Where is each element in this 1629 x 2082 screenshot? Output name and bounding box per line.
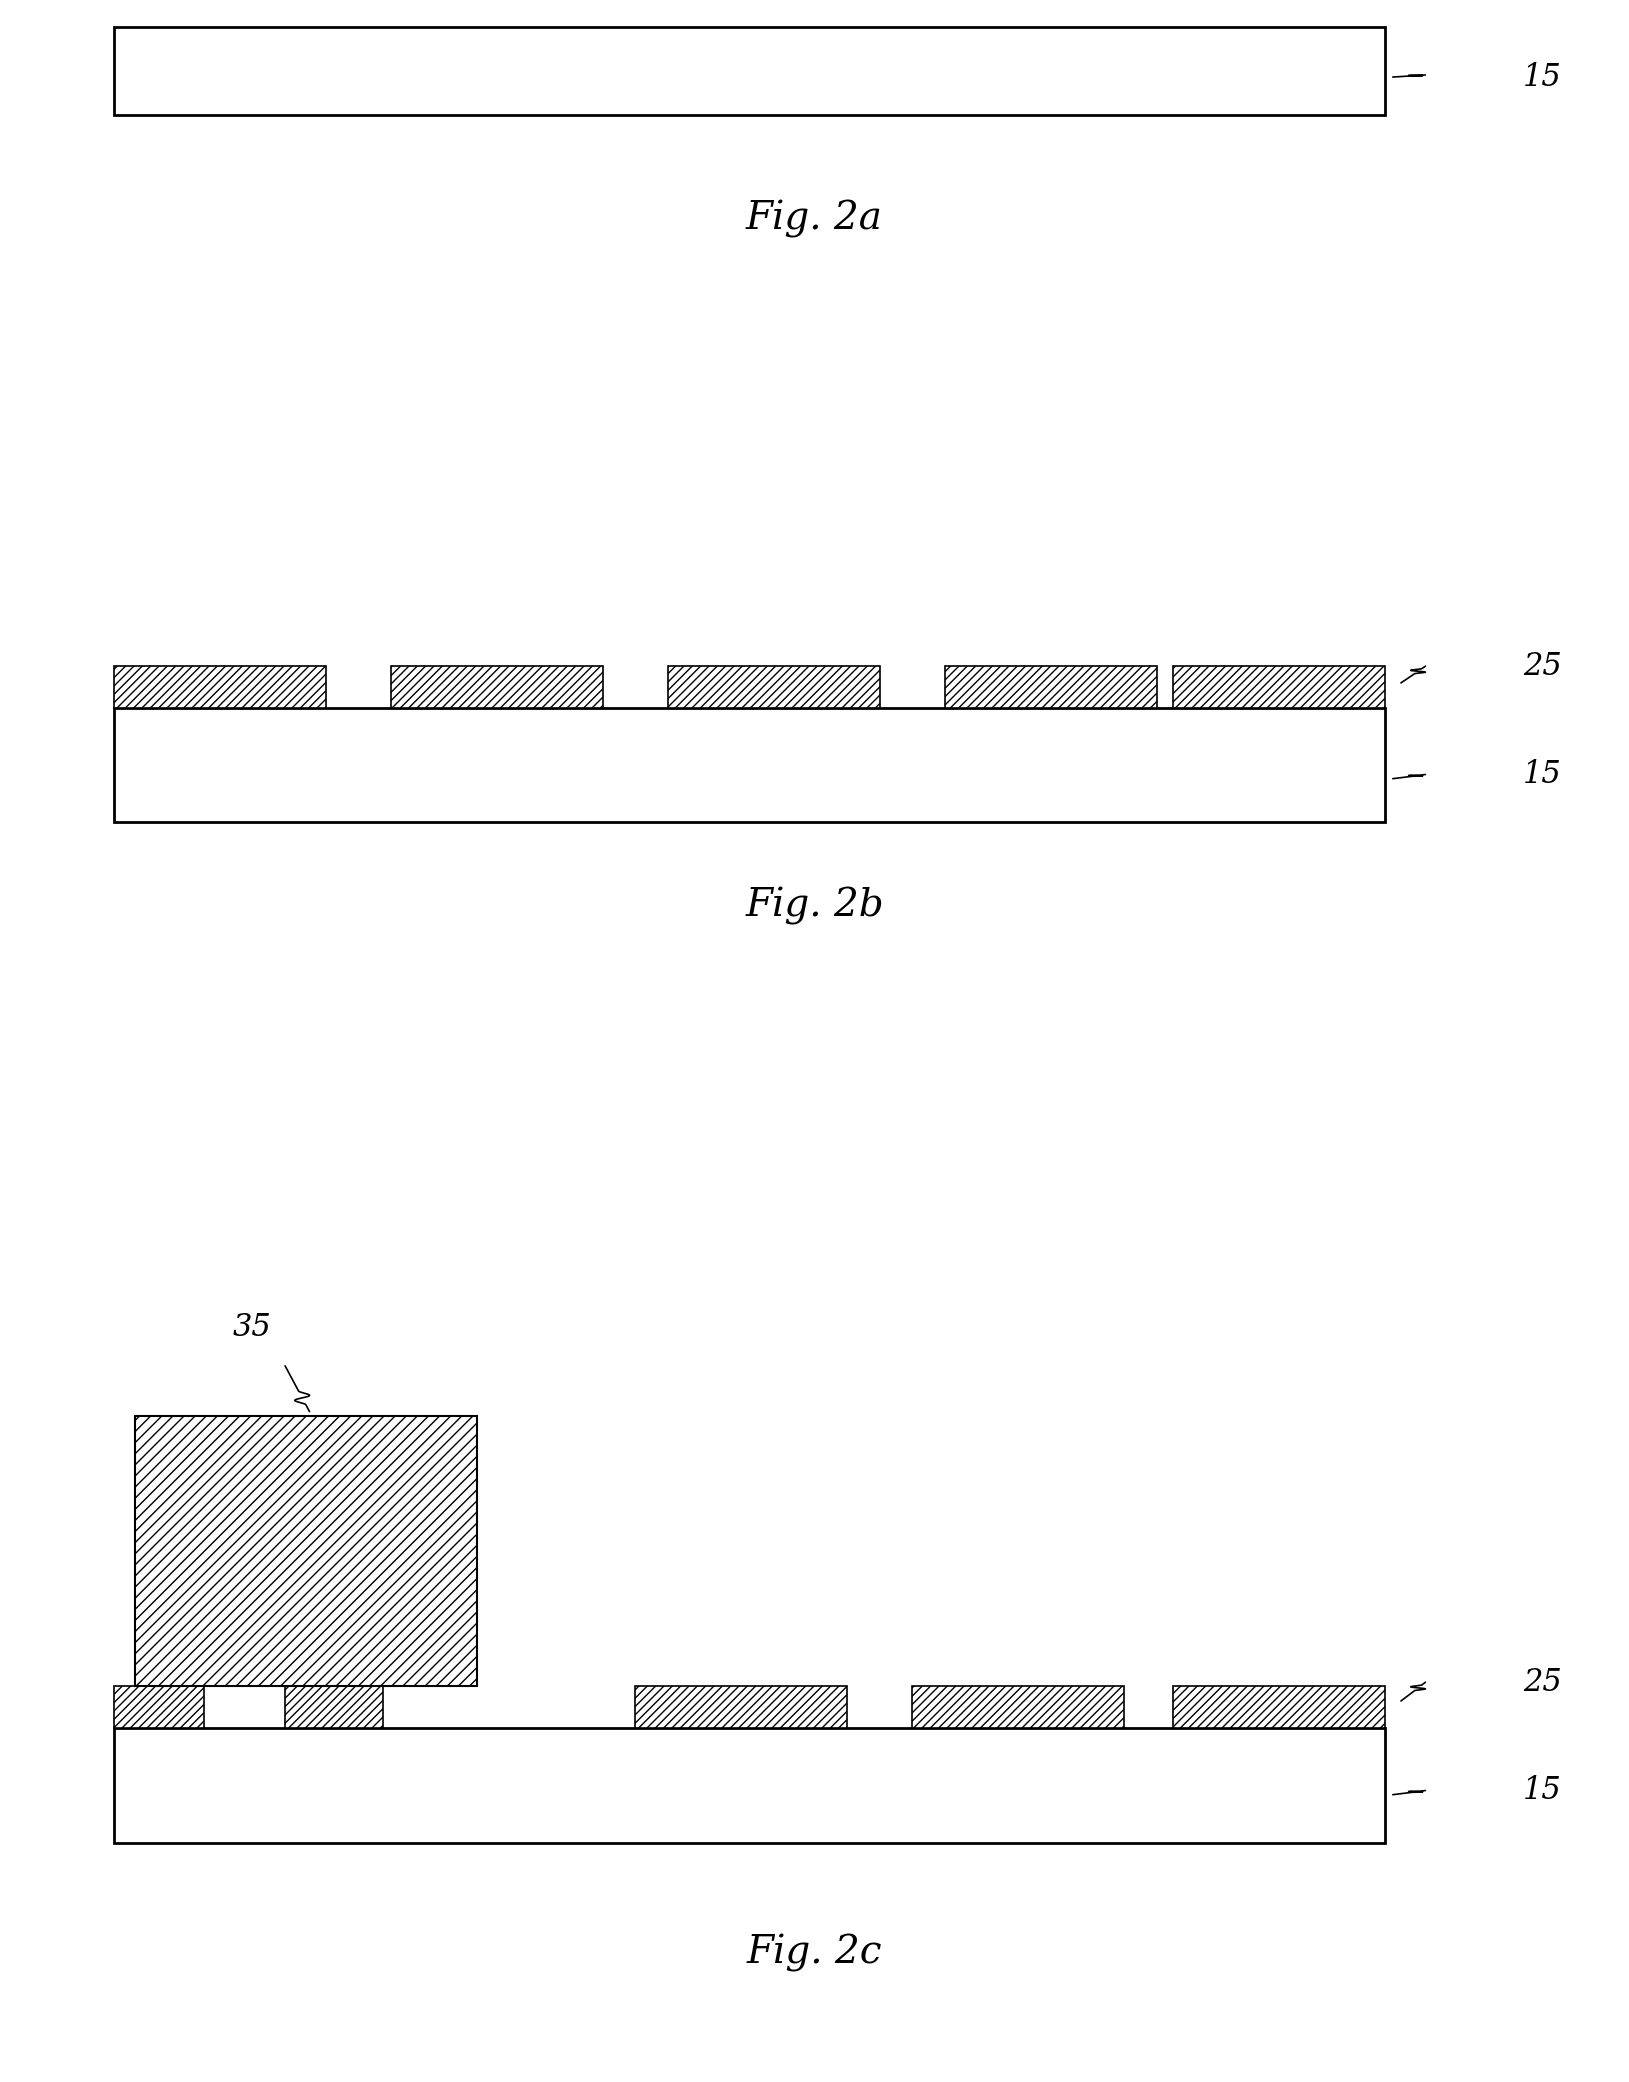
Text: 35: 35 xyxy=(233,1312,272,1343)
Bar xyxy=(912,1686,1124,1728)
Bar xyxy=(114,1728,1385,1843)
Text: 25: 25 xyxy=(1523,652,1562,681)
Text: 15: 15 xyxy=(1523,62,1562,92)
Bar xyxy=(114,27,1385,115)
Text: 15: 15 xyxy=(1523,760,1562,789)
Text: 25: 25 xyxy=(1523,1668,1562,1697)
Bar xyxy=(391,666,603,708)
Bar xyxy=(668,666,880,708)
Bar xyxy=(945,666,1157,708)
Text: Fig. 2b: Fig. 2b xyxy=(744,887,885,924)
Text: Fig. 2a: Fig. 2a xyxy=(746,200,883,237)
Bar xyxy=(114,1686,204,1728)
Text: 15: 15 xyxy=(1523,1776,1562,1805)
Bar xyxy=(114,666,326,708)
Bar xyxy=(1173,1686,1385,1728)
Bar xyxy=(114,708,1385,822)
Text: Fig. 2c: Fig. 2c xyxy=(746,1934,883,1972)
Bar xyxy=(1173,666,1385,708)
Bar xyxy=(635,1686,847,1728)
Bar xyxy=(285,1686,383,1728)
Bar xyxy=(135,1416,477,1686)
